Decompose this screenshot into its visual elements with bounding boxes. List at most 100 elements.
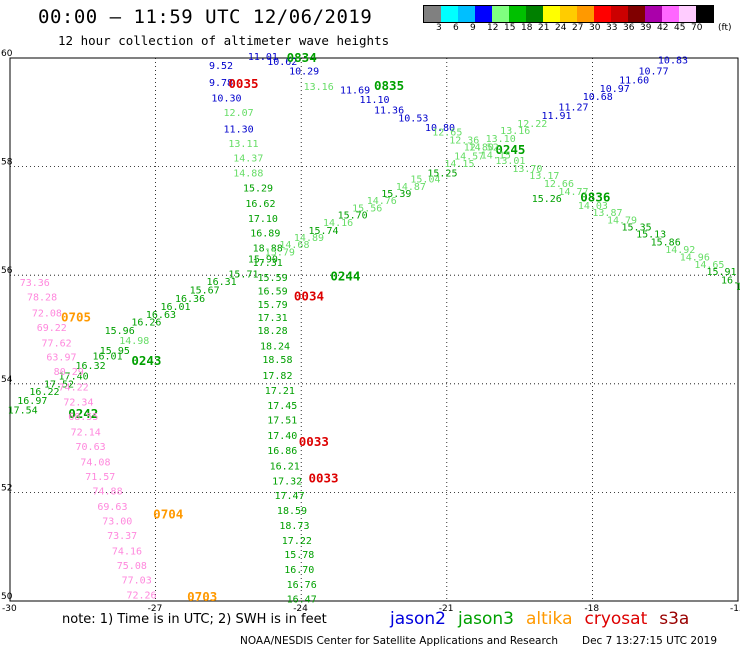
- pass-time-label: 0242: [68, 406, 98, 421]
- axis-ticks: -30 -27 -24 -21 -18 -15 50 52 54 56 58 60: [1, 49, 740, 614]
- wave-height-label: 74.16: [112, 546, 142, 557]
- wave-height-label: 10.83: [658, 55, 688, 66]
- x-tick-label: -24: [293, 604, 308, 614]
- color-scale-level: 45: [674, 23, 686, 33]
- satellite-legend-item: jason3: [458, 609, 514, 629]
- wave-height-label: 10.30: [211, 93, 241, 104]
- x-tick-label: -30: [2, 604, 17, 614]
- x-tick-label: -18: [584, 604, 599, 614]
- y-tick-label: 60: [1, 49, 13, 59]
- satellite-legend: jason2 jason3 altika cryosat s3a: [390, 609, 701, 629]
- wave-height-label: 13.11: [228, 139, 258, 150]
- wave-height-label: 11.91: [541, 111, 571, 122]
- wave-height-label: 71.57: [85, 472, 115, 483]
- wave-height-label: 17.51: [267, 415, 297, 426]
- wave-height-label: 10.29: [289, 66, 319, 77]
- wave-height-label: 13.10: [486, 134, 516, 145]
- wave-height-label: 15.78: [284, 550, 314, 561]
- color-swatch: [509, 6, 526, 22]
- footer-note: note: 1) Time is in UTC; 2) SWH is in fe…: [62, 612, 327, 627]
- wave-height-label: 14.15: [444, 159, 474, 170]
- color-scale-level: 3: [436, 23, 442, 33]
- wave-height-label: 14.03: [578, 201, 608, 212]
- wave-height-label: 14.87: [396, 182, 426, 193]
- pass-time-label: 0834: [287, 50, 317, 65]
- x-tick-label: -21: [439, 604, 454, 614]
- wave-height-label: 11.01: [248, 52, 278, 63]
- wave-height-label: 70.63: [76, 442, 106, 453]
- color-scale-labels: 3 6 9 12 15 18 21 24 27 30 33 36 39 42 45 70 (ft): [423, 23, 740, 35]
- data-labels: 11.0110.6210.299.529.7810.3011.3011.6911…: [8, 50, 740, 606]
- wave-height-label: 72.26: [126, 590, 156, 601]
- wave-height-label: 16.32: [76, 361, 106, 372]
- color-scale-level: 18: [521, 23, 533, 33]
- wave-height-label: 14.79: [607, 216, 637, 227]
- wave-height-label: 15.96: [105, 326, 135, 337]
- wave-height-label: 15.95: [100, 346, 130, 357]
- wave-height-label: 13.87: [592, 208, 622, 219]
- color-swatch: [458, 6, 475, 22]
- color-scale-unit: (ft): [718, 23, 732, 33]
- wave-height-label: 10.68: [583, 92, 613, 103]
- wave-height-label: 14.92: [665, 245, 695, 256]
- wave-height-label: 16.76: [287, 580, 317, 591]
- color-scale-level: 70: [691, 23, 703, 33]
- wave-height-label: 16.89: [250, 229, 280, 240]
- satellite-legend-item: altika: [526, 609, 573, 629]
- wave-height-label: 14.68: [279, 240, 309, 251]
- color-swatch: [611, 6, 628, 22]
- pass-time-label: 0704: [153, 506, 183, 521]
- satellite-legend-item: cryosat: [584, 609, 648, 629]
- wave-height-label: 78.28: [27, 293, 57, 304]
- wave-height-label: 16.26: [131, 318, 161, 329]
- wave-height-label: 16.47: [287, 595, 317, 606]
- wave-height-label: 15.39: [381, 189, 411, 200]
- wave-height-label: 18.24: [260, 342, 290, 353]
- color-scale-level: 24: [555, 23, 567, 33]
- wave-height-label: 16.36: [175, 294, 205, 305]
- wave-height-label: 13.17: [529, 171, 559, 182]
- wave-height-label: 17.52: [44, 380, 74, 391]
- wave-height-label: 16.59: [258, 287, 288, 298]
- wave-height-label: 15.71: [228, 269, 258, 280]
- color-scale-level: 33: [606, 23, 618, 33]
- wave-height-label: 14.76: [367, 196, 397, 207]
- wave-height-label: 16.97: [17, 396, 47, 407]
- wave-height-label: 18.73: [279, 521, 309, 532]
- chart-subtitle: 12 hour collection of altimeter wave hei…: [58, 33, 390, 48]
- color-swatch: [543, 6, 560, 22]
- y-tick-label: 52: [1, 483, 12, 493]
- wave-height-label: 17.54: [8, 406, 38, 417]
- grid-lines: [10, 58, 738, 601]
- wave-height-label: 69.63: [97, 502, 127, 513]
- y-tick-label: 50: [1, 592, 13, 602]
- footer-timestamp: Dec 7 13:27:15 UTC 2019: [582, 635, 718, 647]
- pass-time-label: 0835: [374, 78, 404, 93]
- color-scale-level: 9: [470, 23, 476, 33]
- wave-height-label: 14.16: [323, 218, 353, 229]
- wave-height-label: 73.00: [102, 516, 132, 527]
- y-tick-label: 56: [1, 266, 13, 276]
- wave-height-label: 16.70: [284, 565, 314, 576]
- color-scale-level: 21: [538, 23, 550, 33]
- wave-height-label: 9.78: [209, 78, 233, 89]
- wave-height-label: 13.16: [500, 126, 530, 137]
- wave-height-label: 14.52: [469, 142, 499, 153]
- wave-height-label: 10.97: [600, 84, 630, 95]
- wave-height-label: 17.10: [248, 214, 278, 225]
- wave-height-label: 77.62: [42, 338, 72, 349]
- wave-height-label: 17.32: [272, 476, 302, 487]
- wave-height-label: 13.70: [512, 164, 542, 175]
- satellite-legend-item: s3a: [659, 609, 690, 629]
- wave-height-label: 16.86: [267, 446, 297, 457]
- color-swatch: [645, 6, 662, 22]
- color-swatch: [475, 6, 492, 22]
- wave-height-label: 16.63: [146, 310, 176, 321]
- color-scale-level: 12: [487, 23, 499, 33]
- wave-height-label: 12.22: [517, 119, 547, 130]
- wave-height-label: 18.28: [258, 326, 288, 337]
- wave-height-label: 72.14: [71, 427, 101, 438]
- wave-height-label: 11.30: [224, 124, 254, 135]
- pass-time-label: 0703: [187, 589, 217, 604]
- pass-time-label: 0033: [308, 471, 338, 486]
